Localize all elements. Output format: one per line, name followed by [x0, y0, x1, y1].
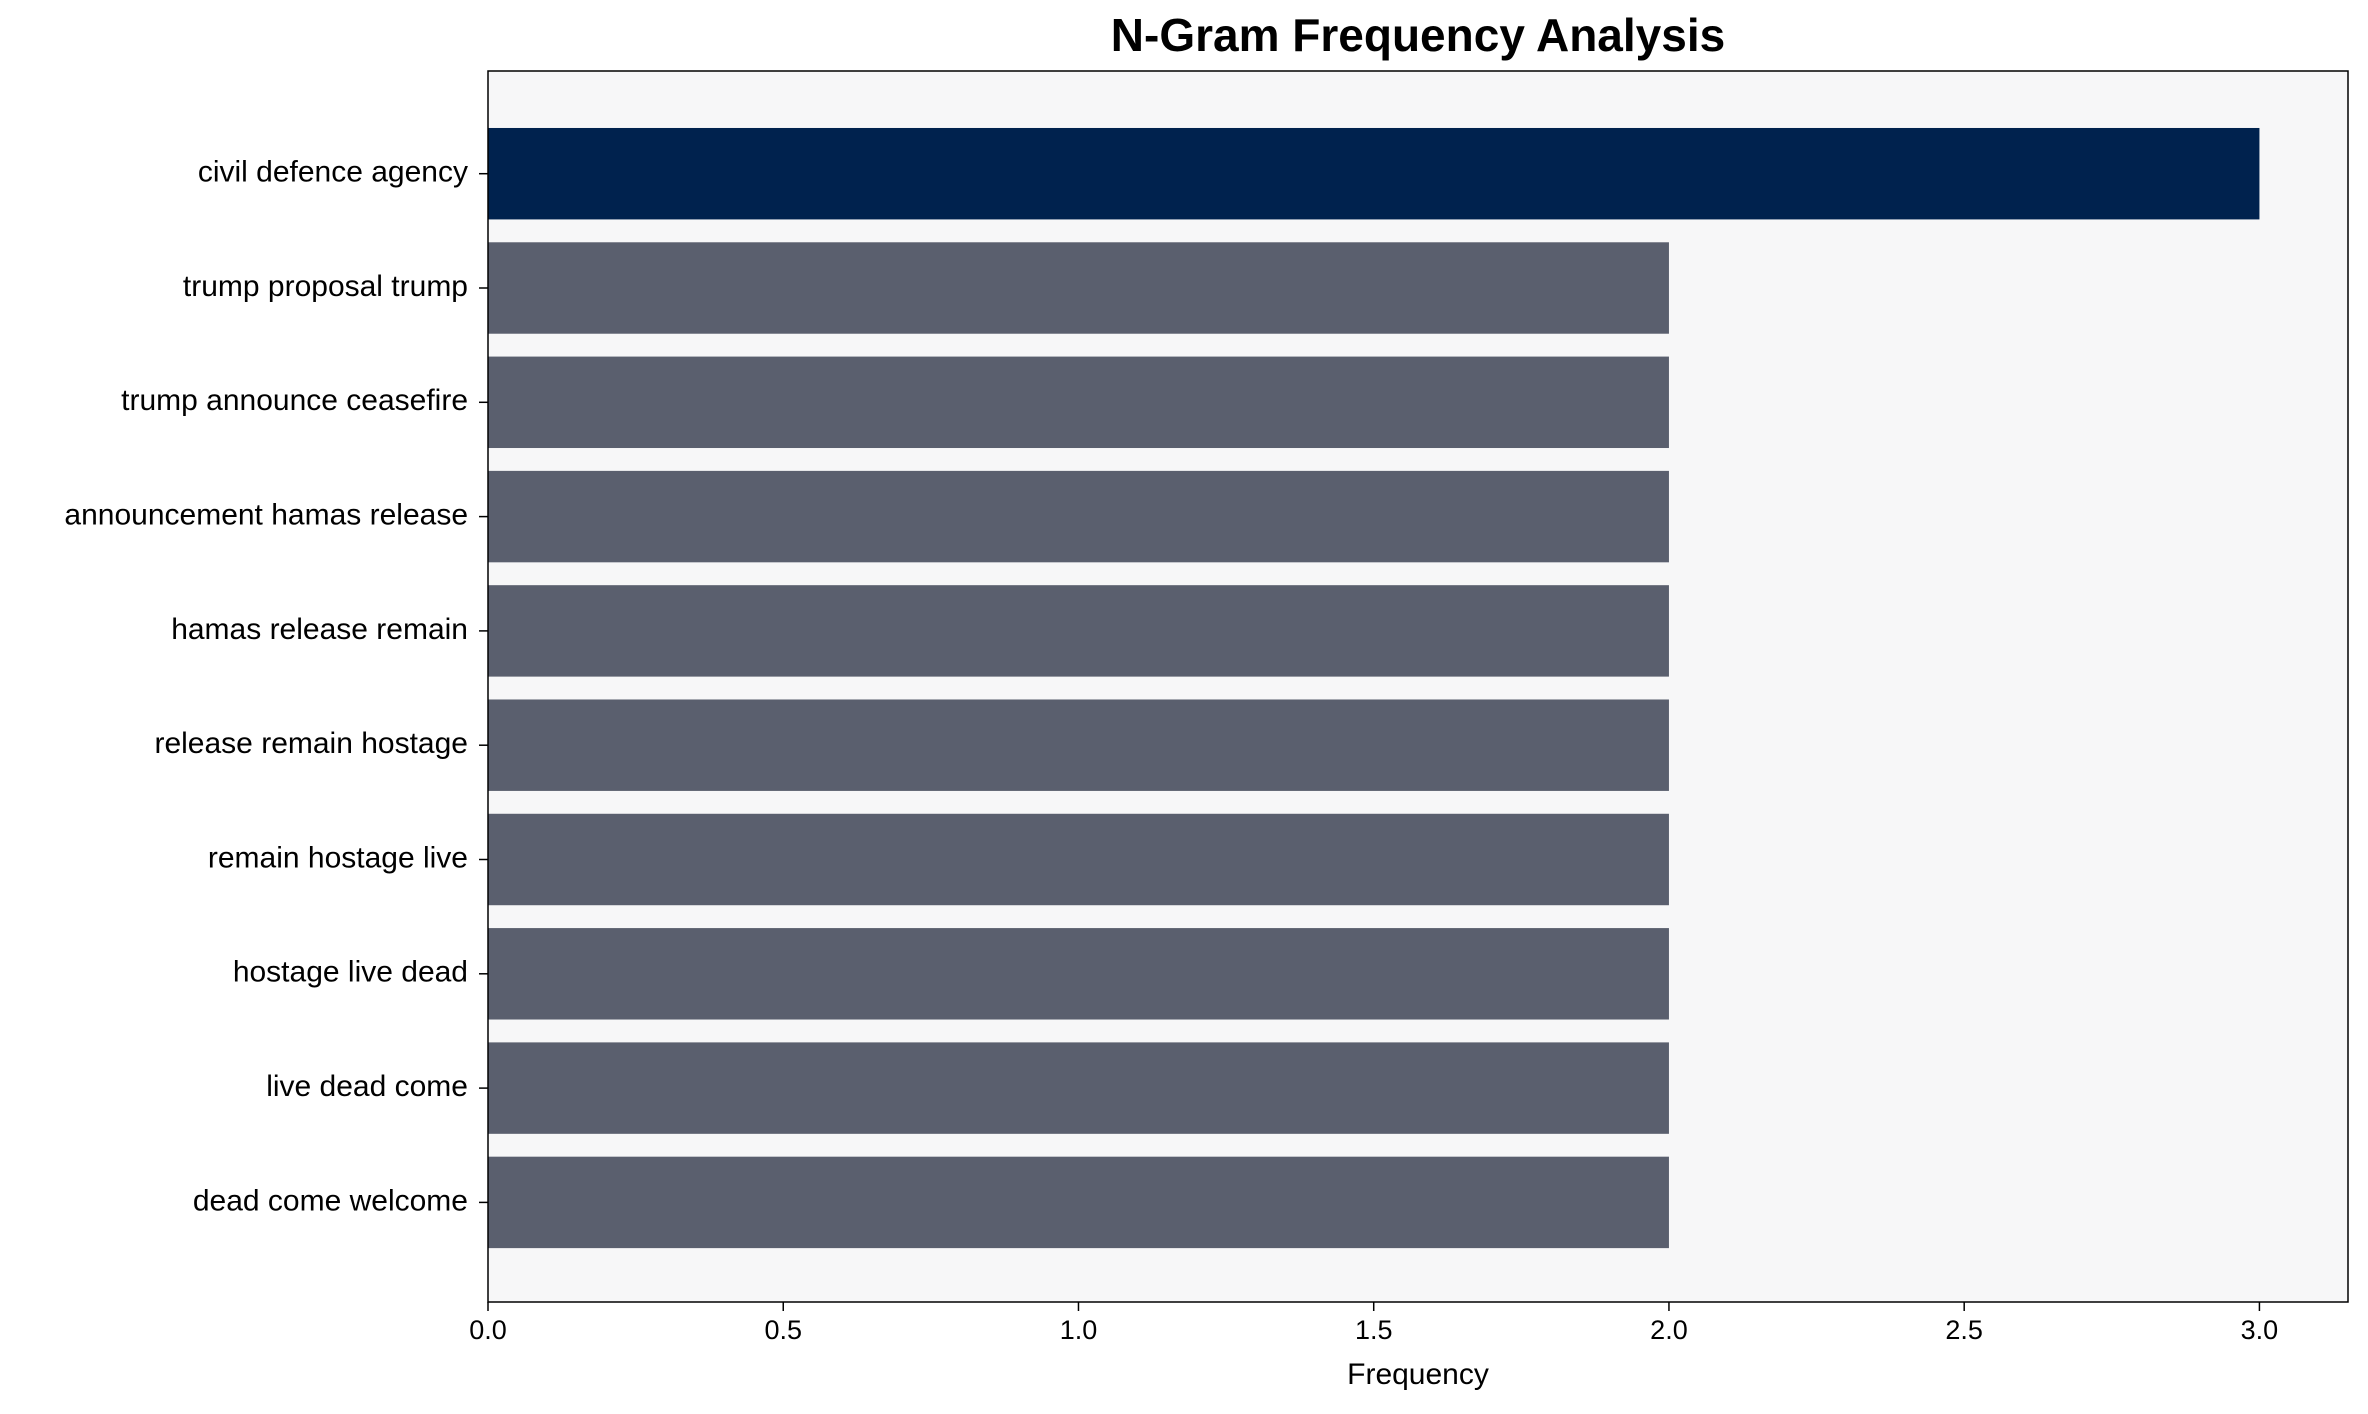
bar — [488, 699, 1669, 791]
y-tick-label: trump announce ceasefire — [121, 384, 468, 417]
y-tick-label: remain hostage live — [208, 841, 468, 874]
chart-title: N-Gram Frequency Analysis — [1111, 9, 1725, 61]
bar — [488, 928, 1669, 1020]
y-tick-label: hamas release remain — [171, 613, 468, 646]
y-tick-label: announcement hamas release — [64, 499, 468, 532]
x-tick-label: 0.5 — [764, 1315, 802, 1345]
y-tick-label: trump proposal trump — [183, 270, 468, 303]
y-tick-label: live dead come — [266, 1070, 468, 1103]
plot-frame — [487, 70, 2349, 1303]
y-tick-label: dead come welcome — [193, 1184, 468, 1217]
bar — [488, 585, 1669, 677]
y-tick-label: release remain hostage — [154, 727, 468, 760]
bar — [488, 127, 2260, 220]
bar — [488, 470, 1669, 563]
bar — [488, 242, 1669, 334]
x-tick-label: 1.5 — [1355, 1315, 1393, 1345]
bar — [488, 813, 1669, 906]
bar — [488, 1156, 1669, 1249]
bar — [488, 1042, 1669, 1134]
bar — [488, 356, 1669, 449]
x-tick-label: 0.0 — [469, 1315, 507, 1345]
x-tick-label: 3.0 — [2241, 1315, 2279, 1345]
y-tick-label: hostage live dead — [233, 956, 468, 989]
x-tick-label: 1.0 — [1060, 1315, 1098, 1345]
x-axis-label: Frequency — [1347, 1358, 1489, 1391]
y-tick-label: civil defence agency — [198, 156, 468, 189]
x-tick-label: 2.5 — [1945, 1315, 1983, 1345]
x-tick-label: 2.0 — [1650, 1315, 1688, 1345]
